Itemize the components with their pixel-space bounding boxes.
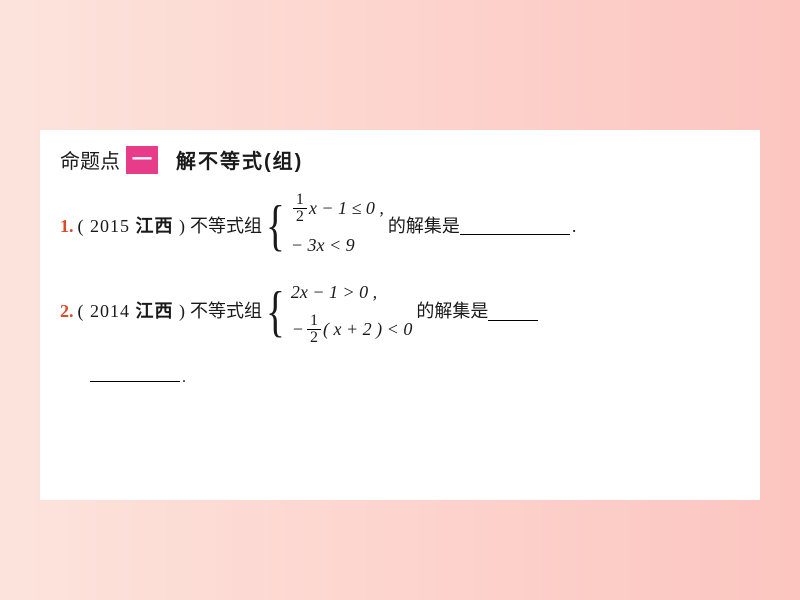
equation-row-1: 1 2 x − 1 ≤ 0 , (291, 192, 384, 225)
content-panel: 命题点 一 解不等式(组) 1. ( 2015 江西 ) 不等式组 { 1 2 … (40, 130, 760, 500)
source-suffix: ) (174, 301, 187, 321)
problem-source: ( 2015 江西 ) (78, 212, 187, 241)
source-suffix: ) (174, 216, 187, 236)
problem-source: ( 2014 江西 ) (78, 297, 187, 326)
equations: 1 2 x − 1 ≤ 0 , − 3x < 9 (291, 192, 384, 260)
fraction-denominator: 2 (293, 209, 307, 225)
equation-text: 2x − 1 > 0 , (291, 278, 377, 307)
equation-row-2: − 1 2 ( x + 2 ) < 0 (291, 313, 412, 346)
equation-row-2: − 3x < 9 (291, 231, 384, 260)
fraction: 1 2 (293, 192, 307, 225)
problem-2-continuation: . (90, 366, 740, 387)
source-bold: 江西 (136, 216, 174, 236)
fraction-denominator: 2 (307, 330, 321, 346)
fraction-numerator: 1 (293, 192, 307, 208)
fraction-numerator: 1 (307, 313, 321, 329)
section-heading: 命题点 一 解不等式(组) (60, 145, 740, 174)
source-prefix: ( 2014 (78, 301, 136, 321)
equation-text: − 3x < 9 (291, 231, 355, 260)
heading-title: 解不等式(组) (176, 145, 303, 174)
equations: 2x − 1 > 0 , − 1 2 ( x + 2 ) < 0 (291, 278, 412, 346)
equation-system: { 1 2 x − 1 ≤ 0 , − 3x < 9 (262, 192, 384, 260)
equation-tail: x − 1 ≤ 0 , (309, 194, 384, 223)
answer-blank[interactable] (460, 217, 570, 235)
problem-number: 1. (60, 212, 74, 241)
left-brace-icon: { (266, 287, 285, 337)
equation-tail: ( x + 2 ) < 0 (323, 315, 412, 344)
heading-label: 命题点 (60, 145, 120, 174)
problem-after: 的解集是 (388, 212, 460, 241)
period: . (182, 369, 186, 387)
problem-lead: 不等式组 (190, 212, 262, 241)
problem-after: 的解集是 (416, 297, 488, 326)
problem-1: 1. ( 2015 江西 ) 不等式组 { 1 2 x − 1 ≤ 0 , − … (60, 192, 740, 260)
answer-blank-part2[interactable] (90, 366, 180, 382)
answer-blank-part1[interactable] (488, 303, 538, 321)
period: . (572, 212, 577, 241)
equation-pre: − (293, 315, 303, 344)
fraction: 1 2 (307, 313, 321, 346)
problem-2: 2. ( 2014 江西 ) 不等式组 { 2x − 1 > 0 , − 1 2… (60, 278, 740, 346)
problem-number: 2. (60, 297, 74, 326)
problem-lead: 不等式组 (190, 297, 262, 326)
heading-badge: 一 (126, 146, 158, 174)
source-bold: 江西 (136, 301, 174, 321)
source-prefix: ( 2015 (78, 216, 136, 236)
equation-row-1: 2x − 1 > 0 , (291, 278, 412, 307)
left-brace-icon: { (266, 201, 285, 251)
equation-system: { 2x − 1 > 0 , − 1 2 ( x + 2 ) < 0 (262, 278, 412, 346)
